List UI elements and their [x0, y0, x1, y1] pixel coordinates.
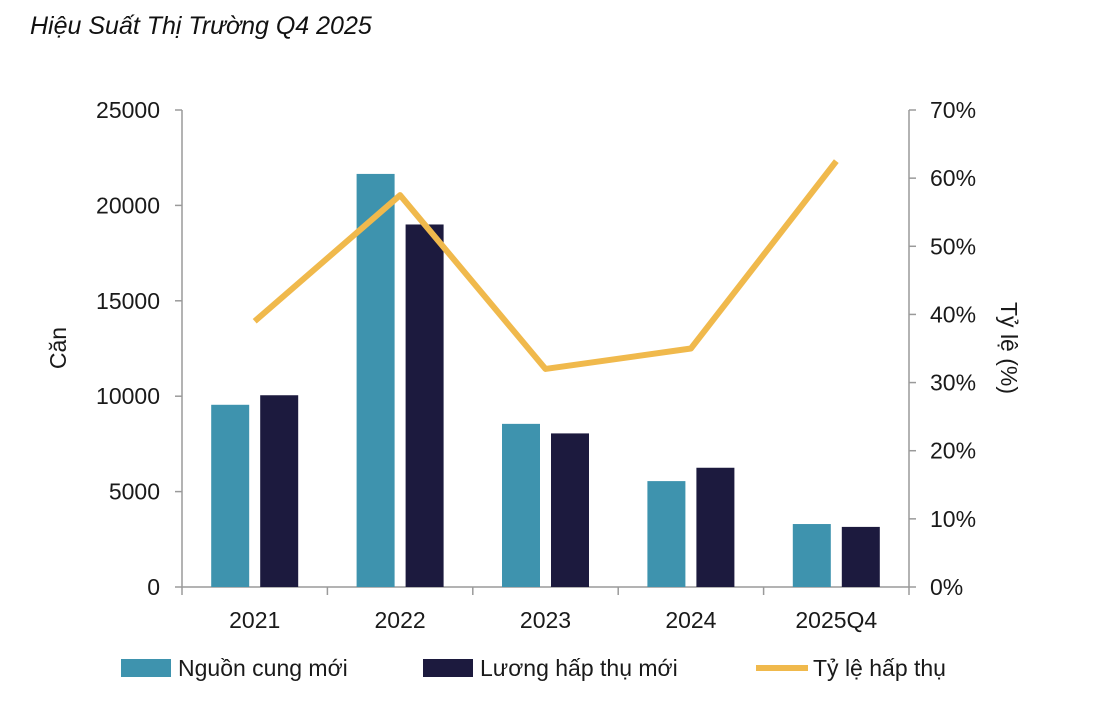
y-tick-label: 25000 [96, 97, 160, 123]
bar-supply [792, 524, 831, 587]
line-absorption-rate [252, 159, 839, 372]
bar-absorption [841, 526, 880, 587]
y-axis-title: Căn [45, 327, 71, 369]
y-tick-label: 0 [147, 574, 160, 600]
y-tick-label: 20000 [96, 192, 160, 218]
x-tick-label: 2023 [520, 607, 571, 633]
x-tick-label: 2024 [665, 607, 716, 633]
y2-tick-label: 70% [930, 97, 976, 123]
legend-swatch [121, 659, 171, 677]
y2-tick-label: 10% [930, 506, 976, 532]
legend-label: Nguồn cung mới [178, 655, 348, 681]
bar-absorption [405, 224, 444, 588]
bar-absorption [696, 467, 735, 587]
bar-supply [356, 173, 395, 587]
y2-tick-label: 40% [930, 301, 976, 327]
bar-absorption [260, 395, 299, 587]
legend-label: Lương hấp thụ mới [480, 655, 678, 681]
y2-tick-label: 60% [930, 165, 976, 191]
x-tick-label: 2022 [375, 607, 426, 633]
y2-axis-title: Tỷ lệ (%) [996, 302, 1022, 394]
y-tick-label: 15000 [96, 288, 160, 314]
bar-supply [502, 423, 540, 587]
legend-label: Tỷ lệ hấp thụ [813, 655, 946, 681]
x-tick-label: 2025Q4 [795, 607, 877, 633]
chart-title: Hiệu Suất Thị Trường Q4 2025 [30, 12, 372, 40]
bar-supply [647, 481, 686, 587]
y-tick-label: 10000 [96, 383, 160, 409]
y2-tick-label: 0% [930, 574, 963, 600]
bar-absorption [551, 433, 589, 587]
y2-tick-label: 50% [930, 233, 976, 259]
x-tick-label: 2021 [229, 607, 280, 633]
y2-tick-label: 20% [930, 438, 976, 464]
legend-swatch [423, 659, 473, 677]
y2-tick-label: 30% [930, 370, 976, 396]
bar-supply [211, 404, 250, 587]
y-tick-label: 5000 [109, 479, 160, 505]
